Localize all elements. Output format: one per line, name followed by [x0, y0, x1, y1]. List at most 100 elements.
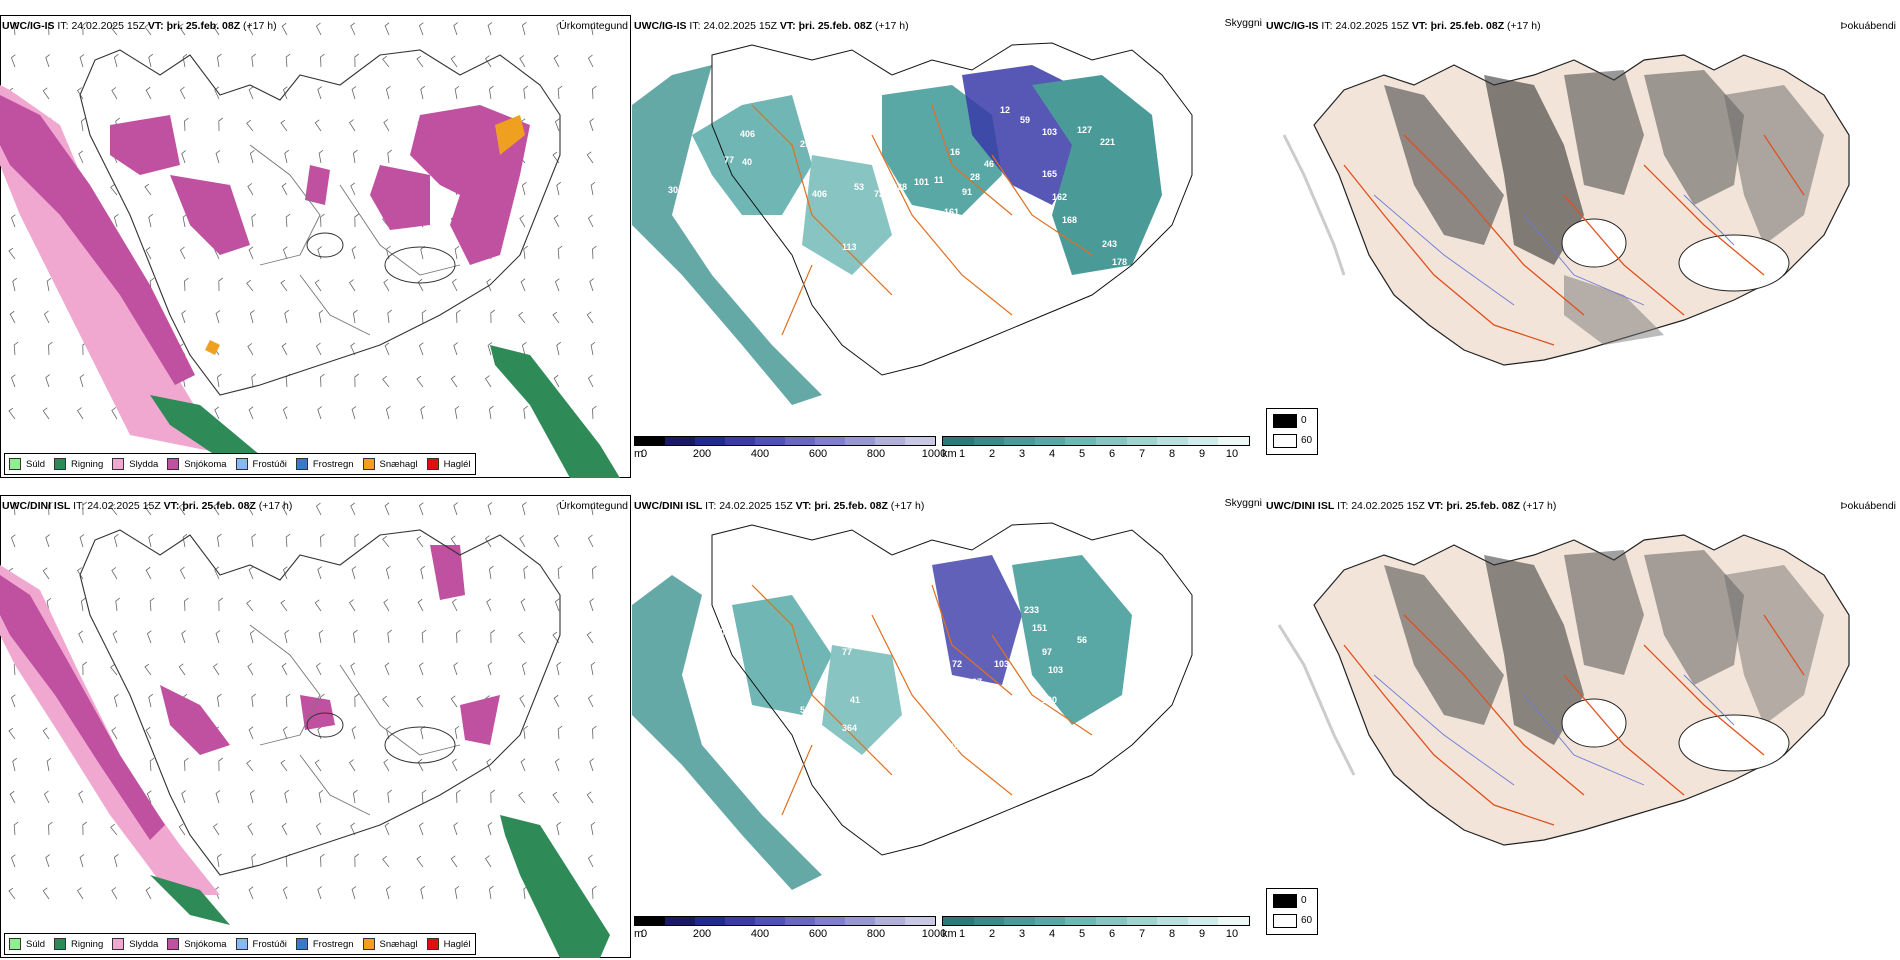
wind-barb [79, 54, 85, 68]
wind-barb [110, 503, 118, 516]
wind-barb [181, 150, 186, 164]
wind-barb [353, 789, 358, 804]
wind-barb [42, 887, 50, 900]
colorbar-tick-label: 0 [640, 928, 648, 940]
wind-barb [485, 855, 492, 868]
colorbar-tick-label: 8 [1168, 448, 1176, 460]
wind-barb [350, 502, 356, 516]
wind-barb [282, 726, 288, 740]
vis-km-colorbar [942, 916, 1250, 926]
wind-barb [248, 406, 254, 420]
visibility-value: 666 [800, 827, 815, 837]
wind-barb [587, 534, 594, 548]
wind-barb [81, 597, 86, 612]
precip-legend-label: Frostregn [312, 938, 354, 950]
colorbar-tick-label: 3 [1018, 448, 1026, 460]
wind-barb [144, 503, 152, 516]
wind-barb [451, 598, 458, 612]
wind-barb [110, 23, 118, 36]
wind-barb [79, 854, 85, 868]
vis-m-ticks: 0 200 400 600 800 1000 [640, 928, 946, 942]
model-name: UWC/IG-IS [634, 20, 687, 32]
wind-barb [354, 853, 360, 868]
wind-barb [113, 534, 119, 548]
vt-value: þri. 25.feb. 08Z [1446, 500, 1520, 512]
colorbar-step [1065, 437, 1096, 445]
vis-m-ticks: 0 200 400 600 800 1000 [641, 448, 946, 462]
wind-barb [589, 598, 594, 612]
wind-barb [383, 119, 390, 132]
fog-label-high: 60 [1301, 435, 1313, 446]
panel-header: UWC/IG-IS IT: 24.02.2025 15Z VT: þri. 25… [2, 20, 277, 32]
visibility-value: 165 [1042, 169, 1057, 179]
wind-barb [281, 502, 288, 516]
wind-barb [354, 533, 360, 548]
wind-barb [110, 663, 118, 676]
wind-barb [486, 598, 492, 612]
wind-barb [317, 246, 322, 260]
colorbar-step [973, 917, 1005, 925]
wind-barb [281, 22, 288, 36]
wind-barb [490, 789, 496, 804]
visibility-value: 11 [934, 175, 944, 185]
colorbar-tick-label: 2 [988, 928, 996, 940]
wind-barb [8, 727, 16, 740]
precip-legend-swatch [9, 938, 21, 950]
wind-barb [43, 790, 50, 804]
visibility-value: 100 [1042, 695, 1057, 705]
wind-barb [111, 567, 118, 580]
wind-barb [113, 214, 119, 228]
wind-barb [113, 854, 119, 868]
wind-barb [587, 214, 594, 228]
wind-barb [385, 886, 391, 900]
wind-barb [520, 598, 526, 612]
wind-barb [78, 150, 84, 164]
fog-index-panel: UWC/DINI ISL IT: 24.02.2025 15Z VT: þri.… [1264, 495, 1900, 960]
wind-barb [416, 535, 424, 548]
colorbar-step [785, 437, 815, 445]
wind-barb [178, 663, 186, 676]
visibility-value: 247 [704, 717, 719, 727]
wind-barb [112, 630, 118, 644]
visibility-value: 406 [812, 189, 827, 199]
forecast-row-igis: UWC/IG-IS IT: 24.02.2025 15Z VT: þri. 25… [0, 15, 1900, 480]
wind-barb [249, 150, 255, 164]
visibility-map: 406 296 77 40 30 56 24 358 406 113 767 53 73 228 101 11… [632, 42, 1193, 405]
wind-barb [521, 502, 527, 516]
colorbar-step [973, 437, 1005, 445]
precip-legend-item: Frostúði [235, 458, 287, 470]
wind-barb [523, 565, 529, 580]
vt-value: þri. 25.feb. 08Z [1430, 20, 1505, 32]
wind-barb [251, 693, 257, 708]
visibility-value: 595 [812, 807, 827, 817]
wind-barb [315, 22, 322, 36]
visibility-value: 162 [1052, 192, 1067, 202]
wind-barb [382, 535, 390, 548]
wind-barb [144, 23, 152, 36]
vt-label: VT: [1427, 500, 1444, 512]
wind-barb [9, 790, 16, 804]
wind-barb [178, 503, 186, 516]
visibility-value: 221 [1100, 137, 1115, 147]
wind-barb [218, 597, 224, 612]
wind-barb [450, 535, 458, 548]
wind-barb [77, 887, 84, 900]
visibility-value: 73 [874, 189, 884, 199]
wind-barb [592, 245, 597, 260]
colorbar-step [1095, 437, 1127, 445]
vis-m-colorbar [634, 436, 936, 446]
precip-legend-item: Haglél [426, 938, 471, 950]
vis-km-unit: km [942, 448, 957, 460]
wind-barb [382, 375, 390, 388]
precip-legend-item: Haglél [426, 458, 471, 470]
visibility-value: 125 [1116, 737, 1131, 747]
colorbar-step [1157, 917, 1188, 925]
forecast-row-dini: UWC/DINI ISL IT: 24.02.2025 15Z VT: þri.… [0, 495, 1900, 960]
wind-barb [281, 662, 288, 676]
fog-label-high: 60 [1301, 915, 1313, 926]
visibility-value: 18 [1036, 232, 1046, 242]
wind-barb [521, 662, 527, 676]
precip-legend-item: Rigning [54, 938, 103, 950]
precip-legend-label: Snjókoma [184, 938, 227, 950]
wind-barb [418, 342, 424, 356]
